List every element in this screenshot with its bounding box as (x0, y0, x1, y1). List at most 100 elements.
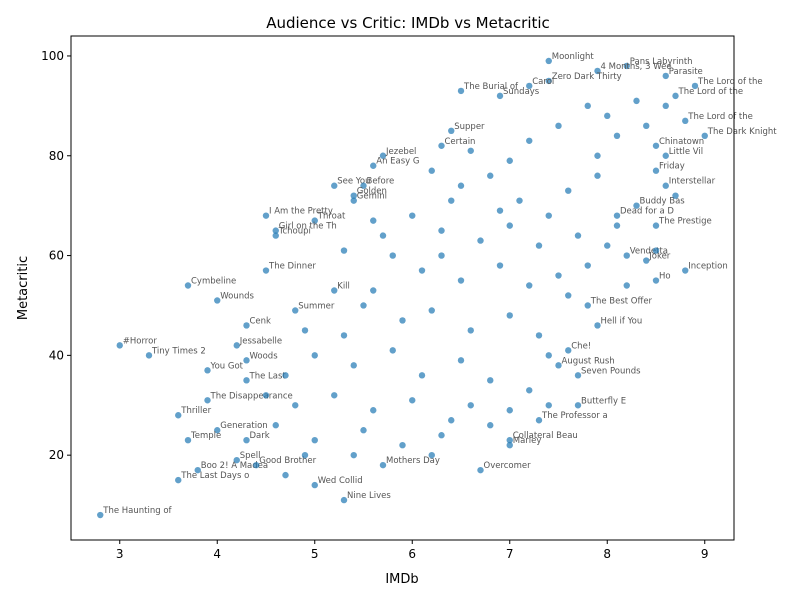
point-label: Ho (659, 272, 671, 282)
data-point (623, 62, 630, 70)
data-point (331, 287, 338, 294)
point-label: Che! (571, 341, 591, 351)
point-label: Sundays (503, 87, 540, 97)
data-point (682, 267, 689, 274)
data-point (243, 377, 250, 384)
data-point (545, 77, 552, 85)
point-label: You Got (210, 361, 244, 371)
point-label: Woods (250, 351, 279, 361)
point-label: Friday (659, 162, 685, 172)
data-point (652, 142, 660, 149)
x-tick-label: 7 (506, 547, 514, 561)
x-tick-label: 8 (603, 547, 611, 561)
point-label: Tchoupi (278, 227, 311, 237)
data-point (204, 367, 211, 374)
point-label: Kill (337, 281, 350, 291)
data-point (350, 362, 357, 369)
data-point (467, 402, 474, 409)
data-point (574, 372, 582, 379)
data-point (350, 451, 357, 459)
data-point (506, 157, 513, 164)
data-point (262, 392, 270, 399)
point-label: Throat (317, 212, 346, 222)
point-label: Certain (445, 137, 476, 147)
data-point (652, 247, 660, 254)
data-point (506, 436, 513, 444)
data-point (194, 466, 201, 474)
point-label: Little Vil (669, 147, 703, 157)
data-point (457, 357, 465, 364)
data-point (175, 476, 182, 484)
data-point (311, 217, 318, 224)
point-label: Golden (357, 187, 387, 197)
point-label: 4 Months, 3 Wee (601, 62, 672, 72)
point-label: The Best Offer (590, 296, 653, 306)
point-label: The Prestige (658, 217, 712, 227)
data-point (233, 342, 240, 349)
data-point (682, 117, 689, 125)
data-point (370, 287, 377, 294)
data-point (379, 232, 387, 239)
plot-frame (70, 35, 735, 541)
data-point (506, 407, 513, 414)
data-point (233, 456, 240, 464)
point-label: Supper (454, 122, 485, 132)
data-point (652, 277, 660, 284)
data-point (340, 332, 348, 339)
point-label: The Lord of the (687, 112, 753, 122)
data-point (438, 142, 445, 149)
data-point (701, 132, 708, 140)
data-point (487, 172, 494, 179)
point-label: August Rush (562, 356, 615, 366)
data-point (97, 511, 104, 519)
data-point (555, 122, 562, 130)
data-point (311, 481, 318, 489)
data-point (526, 137, 533, 144)
point-label: Zero Dark Thirty (552, 72, 622, 82)
data-point (301, 327, 309, 334)
data-point (340, 496, 348, 504)
y-axis-label: Metacritic (16, 256, 31, 320)
point-label: #Horror (123, 336, 158, 346)
data-point (214, 297, 221, 304)
data-point (613, 212, 621, 219)
point-label: Jessabelle (239, 336, 282, 346)
point-label: Jezebel (385, 147, 416, 157)
data-point (184, 436, 192, 444)
point-label: Wounds (220, 291, 254, 301)
data-point (477, 466, 484, 474)
data-point (145, 352, 153, 359)
data-point (613, 132, 621, 140)
data-point (613, 222, 621, 229)
point-label: The Disappearance (210, 391, 293, 401)
point-label: Parasite (669, 67, 703, 77)
data-point (691, 82, 699, 90)
data-point (331, 392, 338, 399)
data-point (204, 397, 211, 404)
data-point (662, 72, 669, 80)
data-point (662, 152, 669, 159)
data-point (496, 92, 504, 100)
point-label: The Dark Knight (707, 127, 777, 137)
data-point (360, 427, 367, 434)
data-point (360, 302, 367, 309)
data-point (253, 461, 260, 469)
plot-area (71, 36, 734, 540)
point-label: Marley (513, 436, 542, 446)
data-point (116, 342, 123, 349)
point-label: Overcomer (484, 461, 532, 471)
data-point (399, 441, 406, 449)
point-label: Collateral Beau (513, 431, 578, 441)
data-point (496, 262, 504, 269)
point-label: See You (337, 177, 370, 187)
data-point (516, 197, 523, 204)
data-point (350, 192, 357, 199)
data-point (574, 232, 582, 239)
data-point (662, 102, 669, 110)
point-label: Summer (298, 301, 335, 311)
point-label: Dead for a D (620, 207, 674, 217)
point-label: I Am the Pretty (269, 207, 333, 217)
data-point (448, 417, 455, 424)
data-point (506, 222, 513, 229)
